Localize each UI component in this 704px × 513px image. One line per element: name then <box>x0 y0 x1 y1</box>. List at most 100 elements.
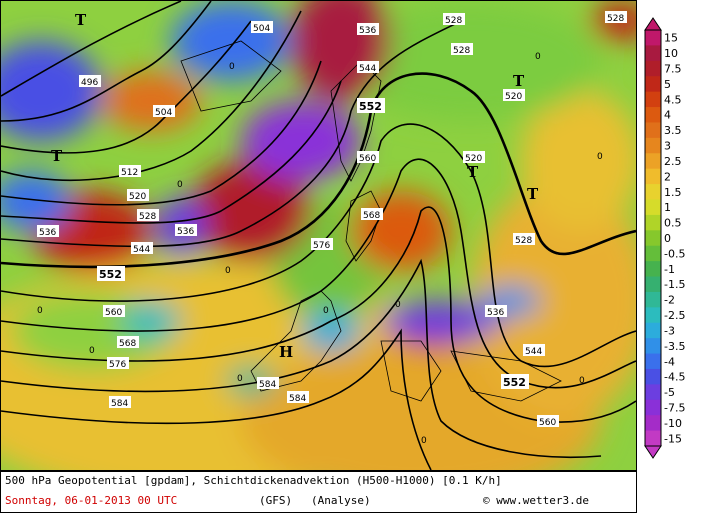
legend-label: 0 <box>664 232 671 245</box>
legend-swatch <box>645 338 661 355</box>
contour-label: 560 <box>103 305 125 318</box>
svg-text:528: 528 <box>607 14 624 24</box>
legend-arrow-up <box>644 17 662 31</box>
contour-label: 536 <box>485 305 507 318</box>
contour-label: 544 <box>131 242 153 255</box>
legend-label: 1 <box>664 201 671 214</box>
legend-swatch <box>645 107 661 123</box>
legend-label: -4 <box>664 355 675 368</box>
contour-label: 560 <box>357 151 379 164</box>
contour-label: 536 <box>357 23 379 36</box>
legend-label: 3.5 <box>664 124 682 137</box>
contour-label: 544 <box>523 344 545 357</box>
legend-label: -2.5 <box>664 309 685 322</box>
contour-label: 544 <box>357 61 379 74</box>
legend-swatch <box>645 30 661 46</box>
legend-label: 4.5 <box>664 93 682 106</box>
legend-frame <box>644 29 662 447</box>
contour-label: 520 <box>127 189 149 202</box>
svg-text:576: 576 <box>313 241 330 251</box>
svg-text:0: 0 <box>89 346 95 356</box>
svg-text:0: 0 <box>229 62 235 72</box>
legend-label: 2.5 <box>664 155 682 168</box>
contour-label: 528 <box>451 43 473 56</box>
legend-swatch <box>645 322 661 339</box>
legend-swatch <box>645 199 661 216</box>
svg-text:544: 544 <box>525 347 542 357</box>
contour-label: 552 <box>357 98 385 113</box>
legend-label: 1.5 <box>664 186 682 199</box>
contour-label: 568 <box>117 336 139 349</box>
legend-swatch <box>645 384 661 401</box>
contour-label: 520 <box>463 151 485 164</box>
svg-text:0: 0 <box>323 306 329 316</box>
caption-model: (GFS) <box>259 494 293 507</box>
contour-label: 528 <box>513 233 535 246</box>
svg-text:552: 552 <box>503 376 526 389</box>
caption-credit: © www.wetter3.de <box>483 494 589 507</box>
legend-label: -0.5 <box>664 247 685 260</box>
svg-text:504: 504 <box>155 108 172 118</box>
contour-label: 584 <box>109 396 131 409</box>
legend-swatch <box>645 168 661 185</box>
legend-label: -1.5 <box>664 278 685 291</box>
legend-swatch <box>645 276 661 293</box>
legend-swatch <box>645 91 661 108</box>
svg-text:520: 520 <box>129 192 146 202</box>
svg-text:528: 528 <box>453 46 470 56</box>
svg-text:0: 0 <box>177 180 183 190</box>
legend-swatch <box>645 45 661 62</box>
legend-label: -3.5 <box>664 340 685 353</box>
contour-label: 528 <box>443 13 465 26</box>
legend-swatch <box>645 230 661 247</box>
contour-label: 568 <box>361 208 383 221</box>
svg-text:584: 584 <box>111 399 128 409</box>
legend-label: -1 <box>664 263 675 276</box>
legend-label: -15 <box>664 432 682 445</box>
legend-label: 10 <box>664 47 678 60</box>
svg-text:0: 0 <box>597 152 603 162</box>
legend-label: 2 <box>664 170 671 183</box>
svg-text:552: 552 <box>99 268 122 281</box>
legend-swatch <box>645 415 661 432</box>
svg-text:544: 544 <box>359 64 376 74</box>
svg-text:528: 528 <box>515 236 532 246</box>
contour-label: 504 <box>251 21 273 34</box>
high-pressure-marker: H <box>279 343 293 361</box>
legend-label: -2 <box>664 294 675 307</box>
legend-swatch <box>645 368 661 385</box>
svg-text:560: 560 <box>359 154 376 164</box>
svg-text:568: 568 <box>363 211 380 221</box>
svg-text:536: 536 <box>177 227 194 237</box>
low-pressure-marker: T <box>75 11 87 29</box>
contour-label: 520 <box>503 89 525 102</box>
pressure-centers: T T T T T H <box>51 11 539 361</box>
low-pressure-marker: T <box>51 147 63 165</box>
svg-text:568: 568 <box>119 339 136 349</box>
svg-text:0: 0 <box>421 436 427 446</box>
svg-text:584: 584 <box>289 394 306 404</box>
legend-label: 5 <box>664 78 671 91</box>
contour-label: 528 <box>137 209 159 222</box>
svg-text:560: 560 <box>539 418 556 428</box>
contour-label: 584 <box>257 377 279 390</box>
svg-text:0: 0 <box>535 52 541 62</box>
svg-text:0: 0 <box>37 306 43 316</box>
legend-label: -3 <box>664 324 675 337</box>
legend-label: -7.5 <box>664 401 685 414</box>
svg-text:536: 536 <box>359 26 376 36</box>
svg-text:520: 520 <box>465 154 482 164</box>
caption-date: Sonntag, 06-01-2013 00 UTC <box>5 494 178 507</box>
svg-text:504: 504 <box>253 24 270 34</box>
zero-advection-labels: 0 0 0 0 0 0 0 0 0 0 0 0 <box>37 52 603 446</box>
contour-label: 536 <box>37 225 59 238</box>
legend-swatch <box>645 122 661 139</box>
legend-swatch <box>645 353 661 370</box>
contour-label: 528 <box>605 11 627 24</box>
legend-label: 3 <box>664 140 671 153</box>
legend-label: 15 <box>664 32 678 45</box>
legend-swatch <box>645 261 661 278</box>
svg-text:528: 528 <box>445 16 462 26</box>
svg-text:560: 560 <box>105 308 122 318</box>
legend-swatch <box>645 245 661 262</box>
